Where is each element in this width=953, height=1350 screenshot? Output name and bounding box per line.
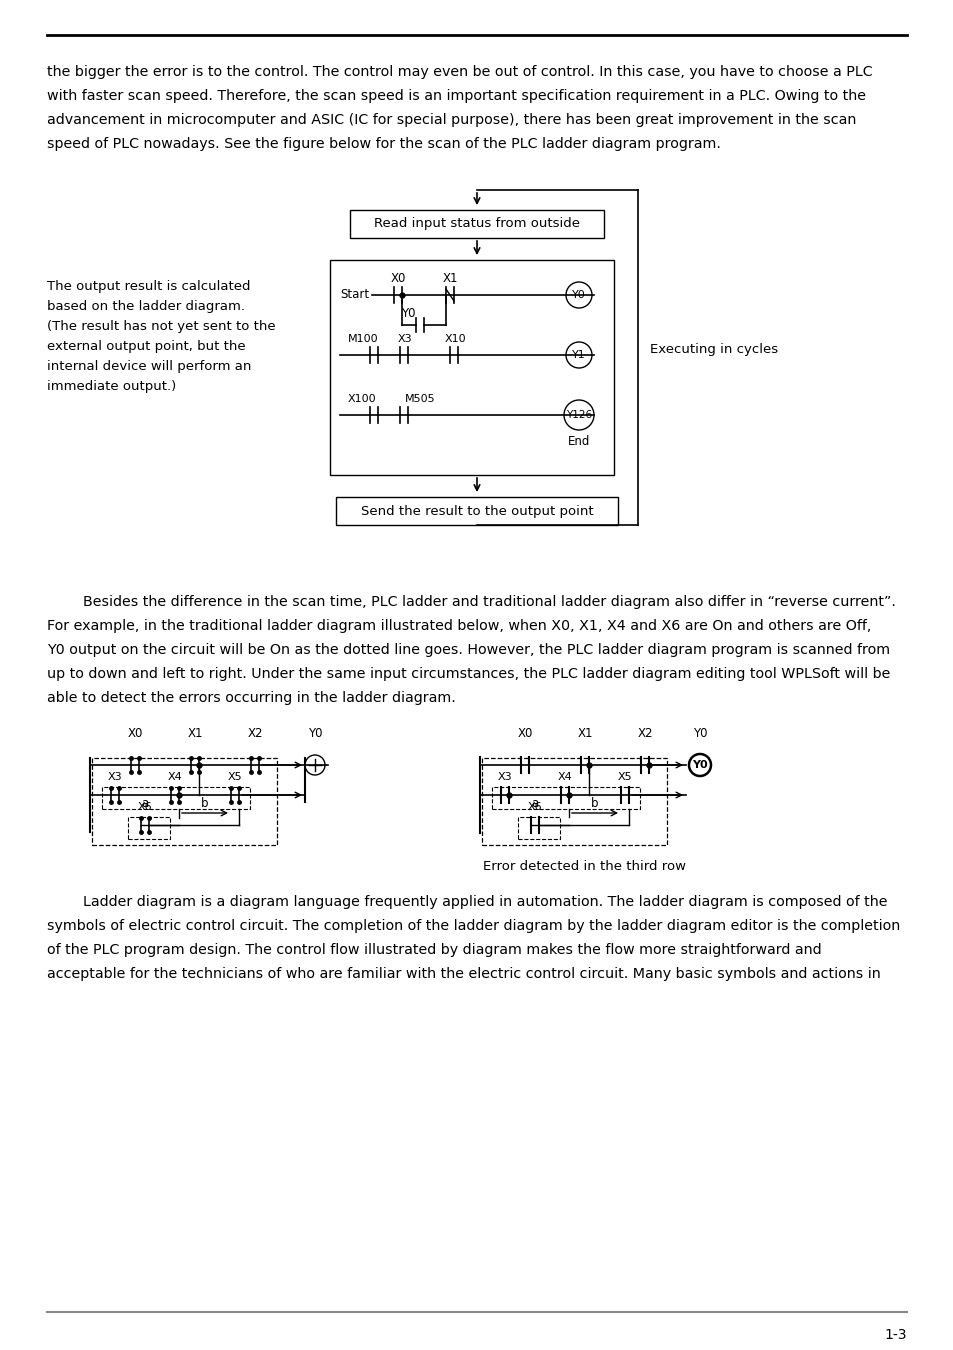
Text: X1: X1 xyxy=(442,271,457,285)
Text: Y0: Y0 xyxy=(572,290,585,300)
Text: Error detected in the third row: Error detected in the third row xyxy=(483,860,686,873)
Text: Read input status from outside: Read input status from outside xyxy=(374,217,579,231)
Text: Y0 output on the circuit will be On as the dotted line goes. However, the PLC la: Y0 output on the circuit will be On as t… xyxy=(47,643,889,657)
Text: Y1: Y1 xyxy=(572,350,585,360)
Text: X0: X0 xyxy=(127,728,143,740)
Text: immediate output.): immediate output.) xyxy=(47,379,176,393)
Text: Y126: Y126 xyxy=(565,410,592,420)
Text: Y0: Y0 xyxy=(692,728,706,740)
FancyBboxPatch shape xyxy=(330,261,614,475)
Circle shape xyxy=(563,400,594,431)
Text: Executing in cycles: Executing in cycles xyxy=(649,343,778,356)
Text: X2: X2 xyxy=(637,728,652,740)
Text: of the PLC program design. The control flow illustrated by diagram makes the flo: of the PLC program design. The control f… xyxy=(47,944,821,957)
Text: Besides the difference in the scan time, PLC ladder and traditional ladder diagr: Besides the difference in the scan time,… xyxy=(47,595,895,609)
Text: X3: X3 xyxy=(108,772,122,782)
Text: Y0: Y0 xyxy=(400,306,415,320)
Text: symbols of electric control circuit. The completion of the ladder diagram by the: symbols of electric control circuit. The… xyxy=(47,919,900,933)
Text: Y0: Y0 xyxy=(692,760,707,770)
Text: The output result is calculated: The output result is calculated xyxy=(47,279,251,293)
Text: X2: X2 xyxy=(247,728,262,740)
Text: X3: X3 xyxy=(397,333,412,344)
Text: internal device will perform an: internal device will perform an xyxy=(47,360,251,373)
Bar xyxy=(128,817,170,838)
Text: Ladder diagram is a diagram language frequently applied in automation. The ladde: Ladder diagram is a diagram language fre… xyxy=(47,895,886,909)
Text: advancement in microcomputer and ASIC (IC for special purpose), there has been g: advancement in microcomputer and ASIC (I… xyxy=(47,113,856,127)
Bar xyxy=(517,817,559,838)
Bar xyxy=(481,757,666,845)
Text: X100: X100 xyxy=(348,394,376,404)
Text: X0: X0 xyxy=(517,728,532,740)
FancyBboxPatch shape xyxy=(335,497,618,525)
Text: X5: X5 xyxy=(617,772,632,782)
Text: up to down and left to right. Under the same input circumstances, the PLC ladder: up to down and left to right. Under the … xyxy=(47,667,889,680)
Text: X4: X4 xyxy=(168,772,182,782)
Text: able to detect the errors occurring in the ladder diagram.: able to detect the errors occurring in t… xyxy=(47,691,456,705)
Circle shape xyxy=(688,755,710,776)
Text: M505: M505 xyxy=(405,394,436,404)
Bar xyxy=(91,757,276,845)
Text: X0: X0 xyxy=(390,271,405,285)
Text: b: b xyxy=(591,796,598,810)
Text: a: a xyxy=(141,796,149,810)
Circle shape xyxy=(565,342,592,369)
Text: Start: Start xyxy=(339,289,369,301)
Text: acceptable for the technicians of who are familiar with the electric control cir: acceptable for the technicians of who ar… xyxy=(47,967,880,981)
Bar xyxy=(102,787,250,809)
Text: X4: X4 xyxy=(558,772,572,782)
Text: (The result has not yet sent to the: (The result has not yet sent to the xyxy=(47,320,275,333)
Text: based on the ladder diagram.: based on the ladder diagram. xyxy=(47,300,245,313)
Text: X5: X5 xyxy=(228,772,242,782)
Text: with faster scan speed. Therefore, the scan speed is an important specification : with faster scan speed. Therefore, the s… xyxy=(47,89,865,103)
Bar xyxy=(492,787,639,809)
Text: 1-3: 1-3 xyxy=(883,1328,906,1342)
Text: X10: X10 xyxy=(444,333,465,344)
Text: external output point, but the: external output point, but the xyxy=(47,340,245,352)
Text: X3: X3 xyxy=(497,772,512,782)
Text: X6: X6 xyxy=(527,802,541,811)
Circle shape xyxy=(305,755,325,775)
Text: b: b xyxy=(201,796,209,810)
FancyBboxPatch shape xyxy=(350,211,603,238)
Text: X1: X1 xyxy=(577,728,592,740)
Text: the bigger the error is to the control. The control may even be out of control. : the bigger the error is to the control. … xyxy=(47,65,872,80)
Text: M100: M100 xyxy=(348,333,378,344)
Text: End: End xyxy=(567,435,590,448)
Text: X6: X6 xyxy=(137,802,152,811)
Text: speed of PLC nowadays. See the figure below for the scan of the PLC ladder diagr: speed of PLC nowadays. See the figure be… xyxy=(47,136,720,151)
Text: Y0: Y0 xyxy=(308,728,322,740)
Text: X1: X1 xyxy=(187,728,203,740)
Text: For example, in the traditional ladder diagram illustrated below, when X0, X1, X: For example, in the traditional ladder d… xyxy=(47,620,870,633)
Circle shape xyxy=(565,282,592,308)
Text: a: a xyxy=(531,796,538,810)
Text: Send the result to the output point: Send the result to the output point xyxy=(360,505,593,517)
